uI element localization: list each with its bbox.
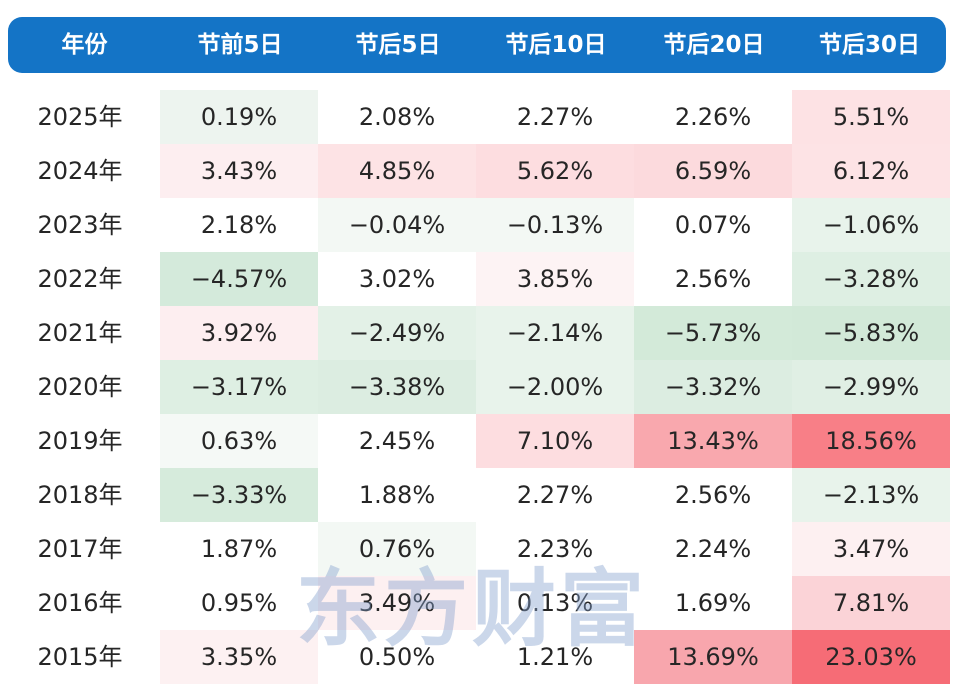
- value-cell: 3.47%: [792, 522, 950, 576]
- year-cell: 2016年: [37, 589, 123, 617]
- value-cell: 1.69%: [634, 576, 792, 630]
- table-row: 2015年 3.35% 0.50% 1.21% 13.69% 23.03%: [0, 630, 960, 684]
- value-cell: 0.95%: [160, 576, 318, 630]
- value-cell: 0.50%: [318, 630, 476, 684]
- value-cell: −2.00%: [476, 360, 634, 414]
- table-row: 2018年 −3.33% 1.88% 2.27% 2.56% −2.13%: [0, 468, 960, 522]
- value-cell: 1.87%: [160, 522, 318, 576]
- year-cell: 2021年: [37, 319, 123, 347]
- value-cell: −5.73%: [634, 306, 792, 360]
- header-year: 年份: [61, 32, 108, 58]
- value-cell: −0.13%: [476, 198, 634, 252]
- value-cell: 4.85%: [318, 144, 476, 198]
- value-cell: 2.56%: [634, 468, 792, 522]
- year-cell: 2015年: [37, 643, 123, 671]
- table-row: 2020年 −3.17% −3.38% −2.00% −3.32% −2.99%: [0, 360, 960, 414]
- value-cell: 1.21%: [476, 630, 634, 684]
- returns-table: 2025年 0.19% 2.08% 2.27% 2.26% 5.51% 2024年 3.43%…: [0, 90, 960, 684]
- value-cell: 6.59%: [634, 144, 792, 198]
- value-cell: 2.26%: [634, 90, 792, 144]
- year-cell: 2019年: [37, 427, 123, 455]
- value-cell: 2.23%: [476, 522, 634, 576]
- value-cell: −3.33%: [160, 468, 318, 522]
- value-cell: 0.19%: [160, 90, 318, 144]
- value-cell: 0.07%: [634, 198, 792, 252]
- value-cell: 2.56%: [634, 252, 792, 306]
- value-cell: 0.76%: [318, 522, 476, 576]
- value-cell: 3.92%: [160, 306, 318, 360]
- year-cell: 2022年: [37, 265, 123, 293]
- value-cell: 3.35%: [160, 630, 318, 684]
- value-cell: −1.06%: [792, 198, 950, 252]
- value-cell: 7.81%: [792, 576, 950, 630]
- value-cell: 2.27%: [476, 90, 634, 144]
- table-row: 2017年 1.87% 0.76% 2.23% 2.24% 3.47%: [0, 522, 960, 576]
- value-cell: 2.08%: [318, 90, 476, 144]
- value-cell: 18.56%: [792, 414, 950, 468]
- value-cell: −0.04%: [318, 198, 476, 252]
- value-cell: 5.62%: [476, 144, 634, 198]
- value-cell: 0.63%: [160, 414, 318, 468]
- header-post5: 节后5日: [355, 32, 441, 58]
- year-cell: 2025年: [37, 103, 123, 131]
- header-pre5: 节前5日: [197, 32, 283, 58]
- value-cell: −4.57%: [160, 252, 318, 306]
- value-cell: 3.85%: [476, 252, 634, 306]
- table-row: 2024年 3.43% 4.85% 5.62% 6.59% 6.12%: [0, 144, 960, 198]
- value-cell: 3.43%: [160, 144, 318, 198]
- value-cell: −3.32%: [634, 360, 792, 414]
- table-row: 2019年 0.63% 2.45% 7.10% 13.43% 18.56%: [0, 414, 960, 468]
- value-cell: 2.27%: [476, 468, 634, 522]
- value-cell: 2.24%: [634, 522, 792, 576]
- value-cell: −2.49%: [318, 306, 476, 360]
- value-cell: 5.51%: [792, 90, 950, 144]
- value-cell: 6.12%: [792, 144, 950, 198]
- value-cell: 0.13%: [476, 576, 634, 630]
- value-cell: −3.17%: [160, 360, 318, 414]
- value-cell: −5.83%: [792, 306, 950, 360]
- value-cell: 1.88%: [318, 468, 476, 522]
- value-cell: −2.14%: [476, 306, 634, 360]
- value-cell: 13.69%: [634, 630, 792, 684]
- header-post20: 节后20日: [663, 32, 765, 58]
- value-cell: −2.13%: [792, 468, 950, 522]
- table-row: 2022年 −4.57% 3.02% 3.85% 2.56% −3.28%: [0, 252, 960, 306]
- year-cell: 2017年: [37, 535, 123, 563]
- table-header: 年份 节前5日 节后5日 节后10日 节后20日 节后30日: [8, 17, 946, 73]
- value-cell: 3.02%: [318, 252, 476, 306]
- year-cell: 2024年: [37, 157, 123, 185]
- year-cell: 2020年: [37, 373, 123, 401]
- value-cell: −2.99%: [792, 360, 950, 414]
- table-row: 2016年 0.95% 3.49% 0.13% 1.69% 7.81%: [0, 576, 960, 630]
- table-row: 2021年 3.92% −2.49% −2.14% −5.73% −5.83%: [0, 306, 960, 360]
- table-row: 2025年 0.19% 2.08% 2.27% 2.26% 5.51%: [0, 90, 960, 144]
- header-post10: 节后10日: [505, 32, 607, 58]
- year-cell: 2018年: [37, 481, 123, 509]
- value-cell: 2.45%: [318, 414, 476, 468]
- value-cell: −3.38%: [318, 360, 476, 414]
- table-row: 2023年 2.18% −0.04% −0.13% 0.07% −1.06%: [0, 198, 960, 252]
- value-cell: 23.03%: [792, 630, 950, 684]
- value-cell: −3.28%: [792, 252, 950, 306]
- value-cell: 2.18%: [160, 198, 318, 252]
- value-cell: 13.43%: [634, 414, 792, 468]
- value-cell: 3.49%: [318, 576, 476, 630]
- value-cell: 7.10%: [476, 414, 634, 468]
- header-post30: 节后30日: [818, 32, 920, 58]
- year-cell: 2023年: [37, 211, 123, 239]
